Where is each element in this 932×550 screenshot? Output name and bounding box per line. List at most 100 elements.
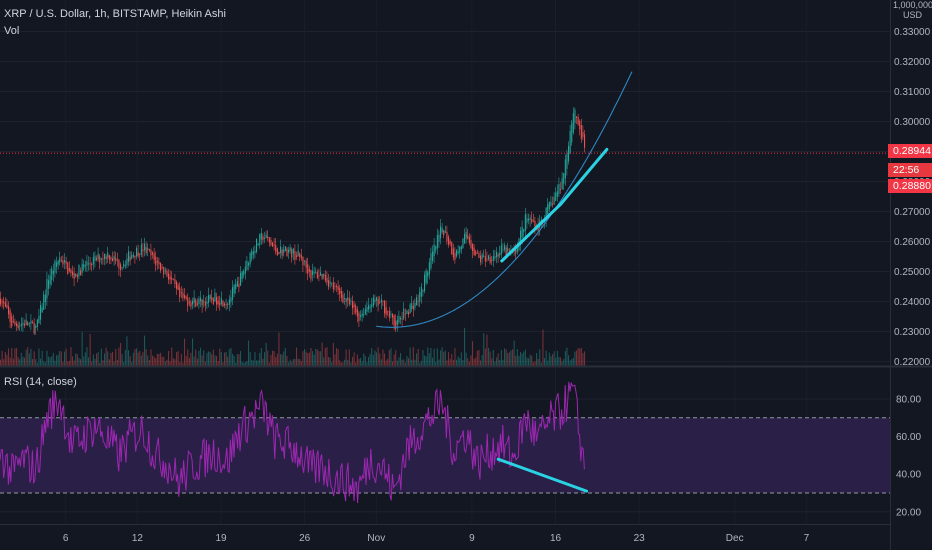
volume-bar xyxy=(355,362,357,366)
candle-body xyxy=(462,238,464,249)
candle-body xyxy=(342,294,344,303)
volume-bar xyxy=(92,354,94,366)
candle-body xyxy=(358,312,360,321)
candle-body xyxy=(456,250,458,257)
symbol-title[interactable]: XRP / U.S. Dollar, 1h, BITSTAMP, Heikin … xyxy=(4,8,226,20)
volume-bar xyxy=(187,349,189,366)
volume-bar xyxy=(579,348,581,366)
volume-bar xyxy=(72,356,74,366)
candle-body xyxy=(233,285,235,294)
price-tick-label: 0.32000 xyxy=(894,57,931,68)
candle-body xyxy=(89,263,91,265)
volume-bar xyxy=(568,355,570,366)
volume-bar xyxy=(232,353,234,366)
candle-body xyxy=(361,313,363,317)
volume-bar xyxy=(161,356,163,366)
candle-body xyxy=(504,245,506,250)
candle-body xyxy=(489,257,491,263)
volume-bar xyxy=(267,350,269,366)
candle-body xyxy=(352,301,354,309)
volume-bar xyxy=(539,349,541,366)
volume-bar xyxy=(508,352,510,366)
volume-bar xyxy=(473,358,475,366)
candle-body xyxy=(414,302,416,308)
volume-bar xyxy=(454,348,456,366)
candle-body xyxy=(169,276,171,280)
volume-bar xyxy=(22,356,24,366)
price-tick-label: 0.25000 xyxy=(894,267,931,278)
volume-bar xyxy=(124,350,126,366)
volume-bar xyxy=(44,362,46,366)
candle-body xyxy=(326,277,328,283)
parabolic-curve[interactable] xyxy=(376,71,633,328)
candle-body xyxy=(9,310,11,322)
time-axis[interactable]: 6 12 19 26 Nov 9 16 23 Dec 7 xyxy=(63,533,810,544)
volume-bar xyxy=(572,357,574,366)
candle-body xyxy=(72,271,74,276)
candle-body xyxy=(427,272,429,277)
candle-body xyxy=(481,254,483,259)
volume-label[interactable]: Vol xyxy=(4,25,20,37)
volume-bar xyxy=(259,352,261,366)
candle-body xyxy=(416,297,418,306)
rsi-axis[interactable]: 80.00 60.00 40.00 20.00 xyxy=(896,395,921,519)
candle-body xyxy=(534,221,536,231)
volume-bar xyxy=(553,351,555,366)
rsi-title[interactable]: RSI (14, close) xyxy=(4,376,77,388)
candle-body xyxy=(505,247,507,256)
volume-bar xyxy=(516,349,518,366)
volume-bar xyxy=(497,353,499,366)
candle-body xyxy=(19,325,21,327)
candle-body xyxy=(528,218,530,221)
volume-bar xyxy=(489,351,491,366)
volume-bar xyxy=(484,348,486,366)
volume-bar xyxy=(36,362,38,366)
candle-body xyxy=(272,242,274,247)
candle-body xyxy=(190,302,192,307)
candle-body xyxy=(360,315,362,317)
candle-body xyxy=(264,238,266,239)
candle-body xyxy=(283,249,285,253)
volume-bar xyxy=(376,352,378,366)
volume-bar xyxy=(544,358,546,366)
price-trendline[interactable] xyxy=(500,203,562,263)
volume-bar xyxy=(520,352,522,366)
volume-bar xyxy=(80,359,82,366)
volume-bar xyxy=(163,356,165,366)
candle-body xyxy=(323,273,325,277)
candle-body xyxy=(366,307,368,312)
candle-body xyxy=(275,244,277,252)
volume-bar xyxy=(475,357,477,366)
candle-body xyxy=(49,275,51,285)
candle-body xyxy=(214,292,216,302)
candle-body xyxy=(548,202,550,210)
candle-body xyxy=(484,256,486,262)
price-axis[interactable]: 0.330000.320000.310000.300000.290000.280… xyxy=(894,27,931,368)
volume-bar xyxy=(459,358,461,366)
candle-body xyxy=(94,255,96,261)
candle-body xyxy=(273,244,275,246)
candle-body xyxy=(452,248,454,258)
candle-body xyxy=(374,299,376,302)
volume-bar xyxy=(219,348,221,366)
candle-body xyxy=(521,226,523,238)
candle-body xyxy=(110,257,112,260)
candle-body xyxy=(571,122,573,143)
volume-bar xyxy=(417,348,419,366)
drawing-overlays[interactable] xyxy=(0,71,890,328)
candle-body xyxy=(384,300,386,314)
volume-bar xyxy=(308,352,310,366)
candle-body xyxy=(467,235,469,239)
volume-bar xyxy=(209,351,211,366)
volume-bar xyxy=(43,361,45,366)
candle-body xyxy=(435,246,437,251)
candle-body xyxy=(580,125,582,139)
price-trendline[interactable] xyxy=(558,147,609,207)
volume-bar xyxy=(392,361,394,366)
candle-body xyxy=(300,255,302,259)
volume-bar xyxy=(409,347,411,366)
rsi-trendline[interactable] xyxy=(496,457,589,493)
volume-bar xyxy=(115,349,117,366)
volume-bar xyxy=(192,338,194,366)
